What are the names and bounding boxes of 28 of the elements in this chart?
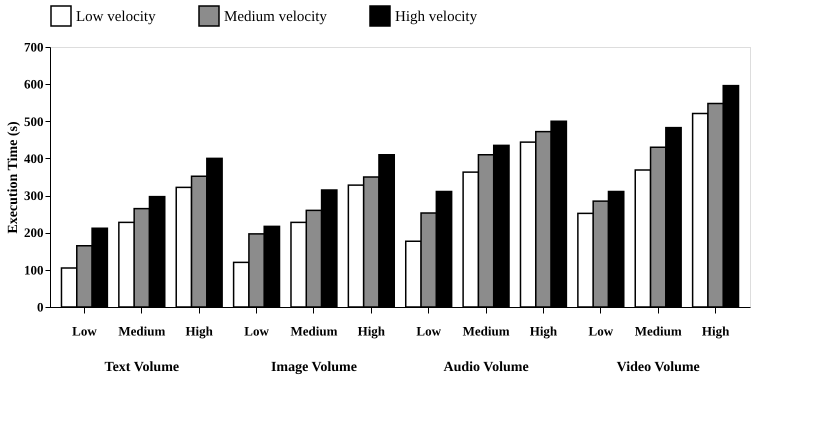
legend-label: High velocity [395, 9, 478, 25]
y-tick-label: 700 [24, 40, 44, 54]
y-tick-label: 100 [24, 262, 44, 278]
y-tick-label: 600 [24, 76, 44, 92]
x-tick-label: Medium [634, 324, 682, 338]
legend-label: Low velocity [76, 9, 156, 25]
y-tick-label: 300 [24, 188, 44, 204]
y-tick-label: 500 [24, 114, 44, 129]
x-tick-label: Low [416, 324, 442, 338]
x-tick-label: Medium [118, 324, 166, 338]
x-tick-label: High [530, 324, 558, 338]
y-axis-title: Execution Time (s) [6, 121, 21, 234]
x-tick-label: Low [244, 324, 270, 338]
y-tick-label: 200 [24, 225, 44, 240]
text: Audio Volume [443, 360, 529, 375]
x-tick-label: High [185, 324, 214, 338]
y-tick-label: 400 [24, 150, 44, 166]
y-tick-label: 0 [37, 300, 44, 314]
text: Text Volume [104, 360, 180, 375]
x-tick-label: Low [72, 324, 98, 338]
text: Image Volume [270, 360, 357, 375]
text: Video Volume [616, 360, 700, 375]
x-tick-label: High [702, 324, 730, 338]
x-tick-label: Medium [462, 324, 510, 338]
x-tick-label: High [358, 324, 386, 338]
x-tick-label: Medium [290, 324, 338, 338]
legend-label: Medium velocity [224, 9, 328, 25]
x-tick-label: Low [588, 324, 614, 338]
